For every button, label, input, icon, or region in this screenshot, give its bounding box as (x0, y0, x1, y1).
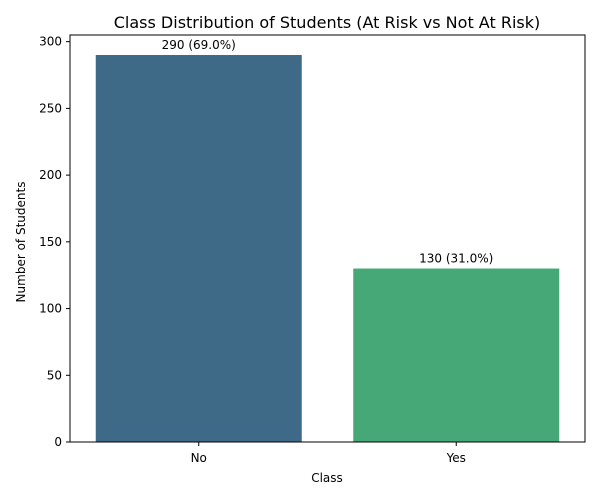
y-tick-label-50: 50 (47, 368, 62, 382)
bar-yes (353, 268, 560, 442)
data-label-no: 290 (69.0%) (162, 38, 236, 52)
chart-title: Class Distribution of Students (At Risk … (114, 13, 540, 32)
x-axis-label: Class (311, 471, 343, 485)
x-tick-label-yes: Yes (446, 451, 466, 465)
y-tick-label-0: 0 (54, 435, 62, 449)
bar-no (95, 55, 302, 443)
axes-frame (69, 34, 586, 443)
y-tick-label-150: 150 (39, 235, 62, 249)
plot-area: 290 (69.0%) No 130 (31.0%) Yes 0 50 100 150 200 2… (39, 34, 586, 465)
y-axis-label: Number of Students (14, 182, 28, 303)
y-tick-label-100: 100 (39, 302, 62, 316)
y-tick-label-250: 250 (39, 101, 62, 115)
y-tick-label-200: 200 (39, 168, 62, 182)
data-label-yes: 130 (31.0%) (419, 252, 493, 266)
x-tick-label-no: No (191, 451, 207, 465)
y-tick-label-300: 300 (39, 35, 62, 49)
